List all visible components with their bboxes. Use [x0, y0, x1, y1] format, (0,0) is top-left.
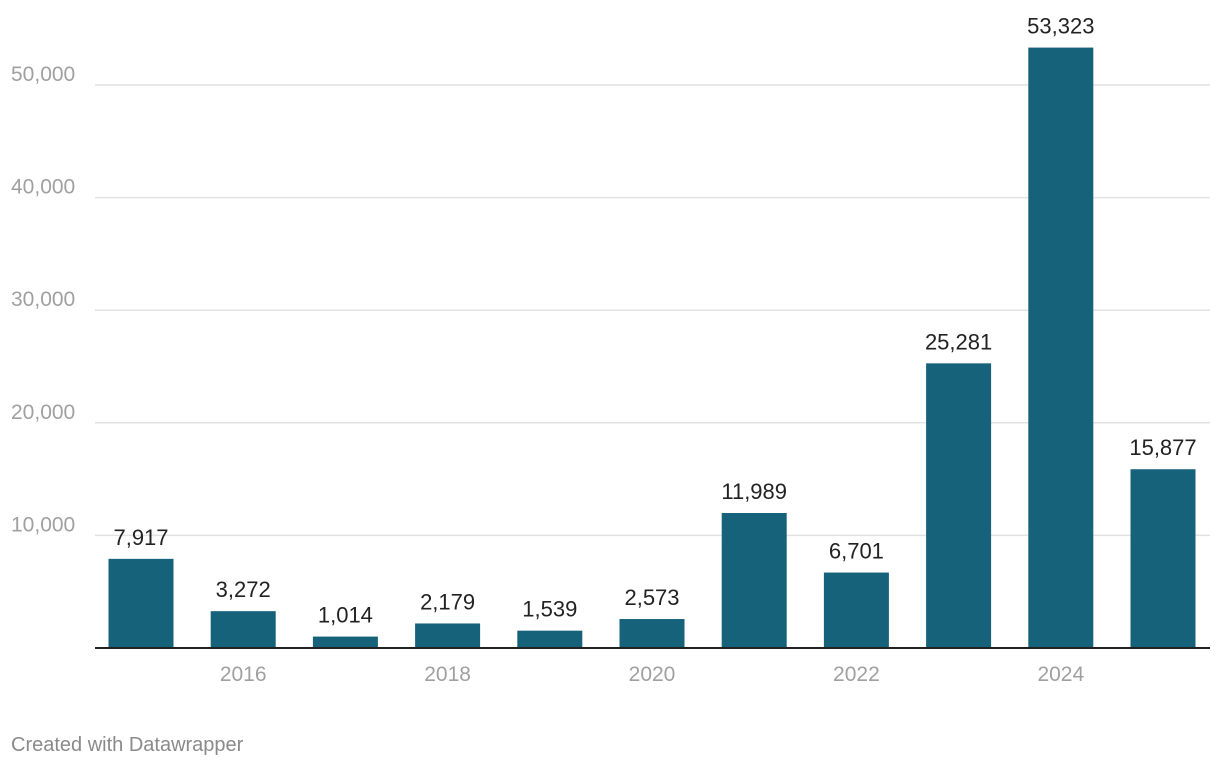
data-label: 3,272 [216, 577, 271, 602]
y-tick-label: 10,000 [11, 513, 75, 536]
y-tick-label: 40,000 [11, 176, 75, 199]
data-label: 53,323 [1027, 14, 1094, 39]
labels: 10,000 20,000 30,000 40,000 50,000 7,917 3,272… [11, 14, 1197, 686]
bar [1130, 469, 1196, 648]
y-tick-label: 30,000 [11, 288, 75, 311]
gridlines [95, 84, 1210, 537]
bar [926, 363, 992, 648]
bar [108, 558, 174, 648]
footer-credit: Created with Datawrapper [11, 734, 244, 756]
bar [517, 630, 583, 648]
data-label: 1,014 [318, 603, 373, 628]
x-tick-label: 2016 [220, 663, 267, 686]
data-label: 7,917 [113, 525, 168, 550]
bar [210, 611, 276, 648]
data-label: 15,877 [1129, 435, 1196, 460]
data-label: 1,539 [522, 597, 577, 622]
data-label: 11,989 [721, 479, 787, 504]
y-tick-label: 20,000 [11, 401, 75, 424]
data-label: 6,701 [829, 539, 884, 564]
bar [1028, 47, 1094, 649]
y-tick-label: 50,000 [11, 63, 75, 86]
data-label: 2,573 [624, 585, 679, 610]
data-label: 25,281 [925, 329, 992, 354]
bar [415, 623, 481, 648]
bars [108, 47, 1196, 649]
x-tick-label: 2018 [424, 663, 471, 686]
bar [721, 513, 787, 648]
bar [619, 619, 685, 648]
data-label: 2,179 [420, 589, 475, 614]
bar [312, 636, 378, 648]
x-tick-label: 2024 [1037, 663, 1084, 686]
x-tick-label: 2022 [833, 663, 880, 686]
x-tick-label: 2020 [629, 663, 676, 686]
bar [823, 572, 889, 648]
